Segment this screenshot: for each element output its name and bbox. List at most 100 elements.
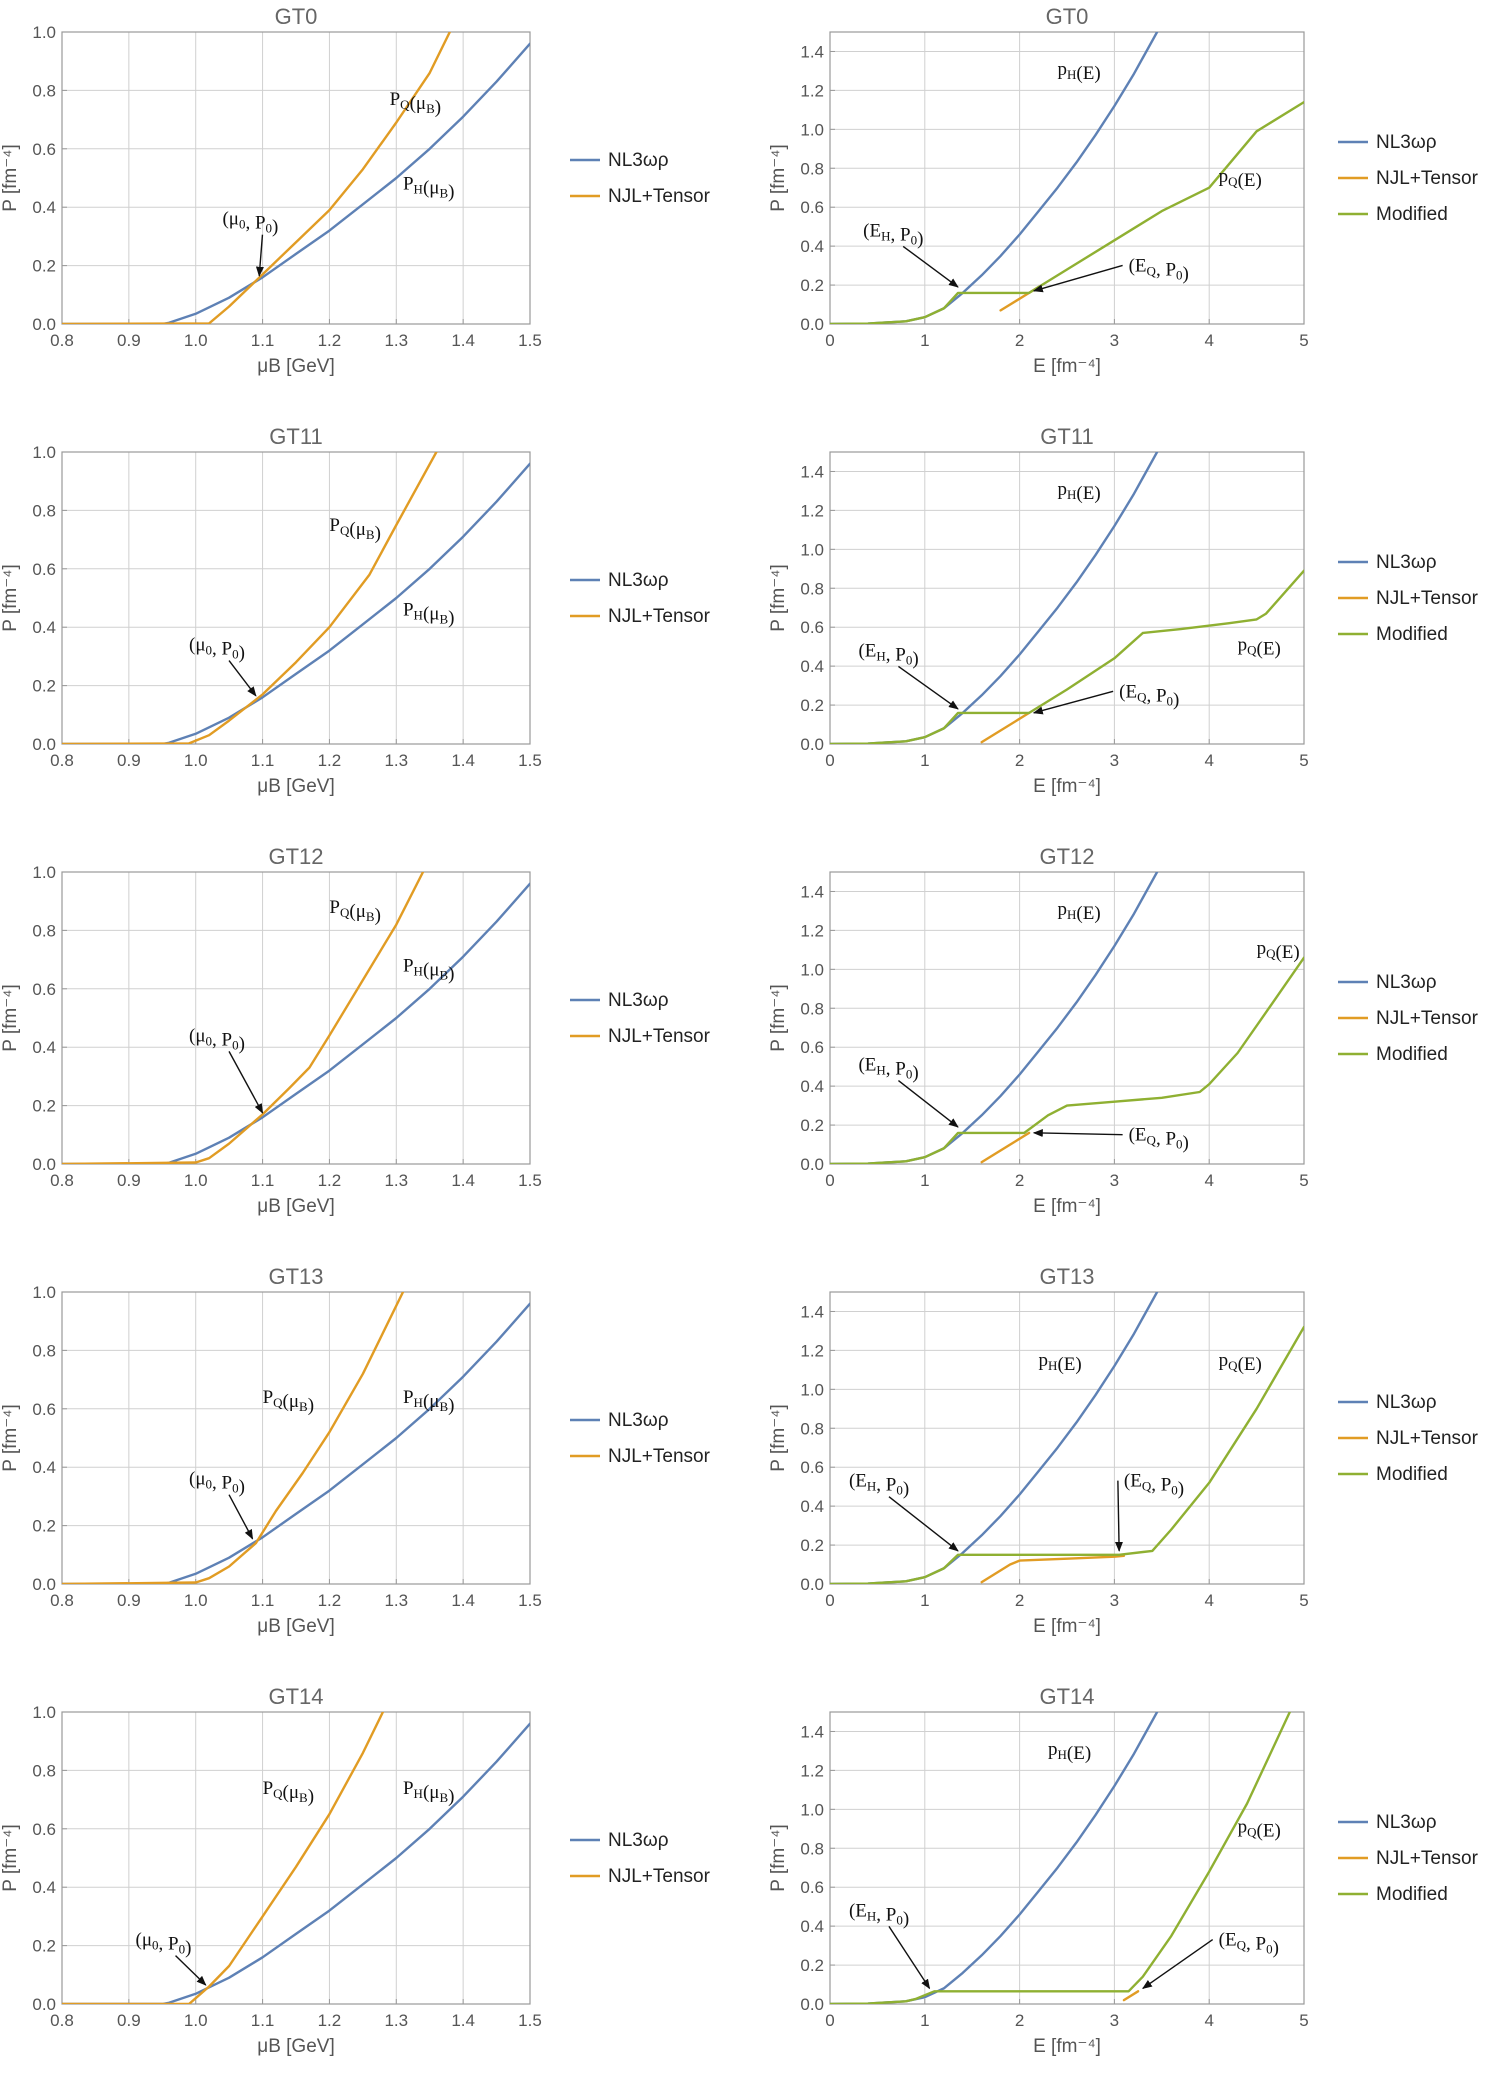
tick-label-x: 4	[1204, 2011, 1213, 2030]
chart-panel-GT11-P-E: GT11 0 1 2 3 4 5 0.0 0.2 0.4 0.6 0.8 1.0 1.2 1.4 E [fm⁻…	[768, 424, 1479, 797]
annotation-arrow	[1032, 690, 1114, 715]
tick-label-x: 1.4	[451, 751, 475, 770]
tick-label-y: 0.4	[32, 1458, 56, 1477]
annotation-label: PQ(μB)	[390, 89, 441, 118]
tick-label-x: 5	[1299, 1591, 1308, 1610]
tick-label-y: 1.4	[800, 882, 824, 901]
x-axis-label: μB [GeV]	[257, 776, 334, 797]
tick-label-y: 1.4	[800, 1302, 824, 1321]
tick-label-x: 1.4	[451, 2011, 475, 2030]
tick-label-y: 1.0	[800, 540, 824, 559]
tick-label-y: 0.8	[800, 999, 824, 1018]
x-axis-label: E [fm⁻⁴]	[1033, 1196, 1101, 1217]
annotation-label: PH(μB)	[403, 174, 454, 203]
series-line-Modified	[830, 1712, 1292, 2004]
y-axis-label: P [fm⁻⁴]	[0, 984, 21, 1051]
chart-panel-GT12-P-E: GT12 0 1 2 3 4 5 0.0 0.2 0.4 0.6 0.8 1.0 1.2 1.4 E [fm⁻…	[768, 844, 1479, 1217]
series-group	[62, 1292, 530, 1584]
tick-label-x: 3	[1110, 331, 1119, 350]
tick-label-x: 3	[1110, 1171, 1119, 1190]
tick-label-y: 1.4	[800, 1722, 824, 1741]
tick-label-x: 0	[825, 331, 834, 350]
legend-label: NJL+Tensor	[608, 1026, 711, 1047]
tick-label-x: 1.3	[384, 751, 408, 770]
tick-label-y: 0.8	[800, 1419, 824, 1438]
chart-title: GT13	[1039, 1264, 1094, 1289]
annotation-label: pQ(E)	[1219, 1350, 1262, 1375]
legend-label: Modified	[1376, 1884, 1448, 1905]
y-axis-label: P [fm⁻⁴]	[0, 144, 21, 211]
annotation-label: pH(E)	[1048, 1739, 1091, 1764]
tick-label-x: 0.8	[50, 1171, 74, 1190]
tick-label-x: 1.5	[518, 751, 542, 770]
tick-label-x: 5	[1299, 751, 1308, 770]
series-line-NL3ωρ	[830, 1712, 1159, 2004]
tick-label-x: 0.9	[117, 1171, 141, 1190]
annotation-label: (EH, P0)	[858, 640, 918, 669]
legend: NL3ωρ NJL+Tensor Modified	[1338, 1392, 1479, 1485]
tick-label-x: 1.3	[384, 1171, 408, 1190]
tick-label-x: 0	[825, 2011, 834, 2030]
tick-label-y: 0.6	[800, 1458, 824, 1477]
y-axis-label: P [fm⁻⁴]	[768, 564, 789, 631]
annotation-arrow	[228, 1494, 254, 1540]
tick-label-x: 3	[1110, 2011, 1119, 2030]
annotation-label: (μ0, P0)	[136, 1930, 192, 1959]
tick-label-x: 1.4	[451, 1591, 475, 1610]
tick-label-y: 0.0	[32, 315, 56, 334]
x-axis-label: E [fm⁻⁴]	[1033, 776, 1101, 797]
annotation-arrow	[228, 1051, 264, 1114]
tick-label-x: 1	[920, 2011, 929, 2030]
tick-label-y: 1.2	[800, 1341, 824, 1360]
legend: NL3ωρ NJL+Tensor	[570, 1830, 711, 1887]
chart-panel-GT13-P-mu: GT13 0.8 0.9 1.0 1.1 1.2 1.3 1.4 1.5 0.0 0.2 0.4 0.6…	[0, 1264, 711, 1637]
tick-label-x: 0.8	[50, 1591, 74, 1610]
tick-label-y: 0.4	[800, 1917, 824, 1936]
tick-label-x: 1.5	[518, 331, 542, 350]
annotation-label: PQ(μB)	[263, 1387, 314, 1416]
series-line-NL3ωρ	[62, 462, 530, 744]
tick-label-x: 1.2	[318, 2011, 342, 2030]
x-axis-label: E [fm⁻⁴]	[1033, 1616, 1101, 1637]
chart-title: GT0	[275, 4, 318, 29]
tick-label-y: 0.8	[800, 1839, 824, 1858]
tick-label-y: 0.8	[800, 579, 824, 598]
tick-label-x: 1.1	[251, 331, 275, 350]
y-axis-label: P [fm⁻⁴]	[768, 1824, 789, 1891]
annotation-arrow	[1114, 1480, 1123, 1552]
y-axis-label: P [fm⁻⁴]	[0, 1824, 21, 1891]
tick-label-x: 1	[920, 1171, 929, 1190]
series-line-NJL+Tensor	[980, 1131, 1031, 1164]
tick-label-y: 0.2	[800, 1956, 824, 1975]
series-group	[62, 872, 530, 1164]
annotation-label: (EQ, P0)	[1124, 1471, 1184, 1500]
chart-panel-GT0-P-E: GT0 0 1 2 3 4 5 0.0 0.2 0.4 0.6 0.8 1.0 1.2 1.4 E [fm⁻⁴…	[768, 4, 1479, 377]
legend-label: NJL+Tensor	[608, 1446, 711, 1467]
tick-label-y: 1.0	[32, 23, 56, 42]
series-line-Modified	[830, 1325, 1304, 1584]
y-axis-label: P [fm⁻⁴]	[768, 984, 789, 1051]
tick-label-y: 1.0	[800, 1380, 824, 1399]
annotation-label: (EQ, P0)	[1119, 681, 1179, 710]
tick-label-x: 1	[920, 751, 929, 770]
tick-label-y: 0.8	[32, 81, 56, 100]
legend-label: NJL+Tensor	[608, 606, 711, 627]
tick-label-y: 1.0	[32, 1283, 56, 1302]
tick-label-x: 1.4	[451, 331, 475, 350]
chart-panel-GT14-P-E: GT14 0 1 2 3 4 5 0.0 0.2 0.4 0.6 0.8 1.0 1.2 1.4 E [fm⁻…	[768, 1684, 1479, 2057]
tick-label-x: 0.9	[117, 2011, 141, 2030]
legend-label: NL3ωρ	[1376, 1812, 1437, 1833]
annotation-label: pQ(E)	[1238, 635, 1281, 660]
series-line-NJL+Tensor	[980, 1554, 1126, 1584]
series-line-NL3ωρ	[62, 882, 530, 1164]
tick-label-x: 4	[1204, 1171, 1213, 1190]
tick-label-x: 1	[920, 331, 929, 350]
legend-label: NJL+Tensor	[1376, 168, 1479, 189]
series-group	[830, 32, 1304, 324]
series-group	[62, 32, 530, 324]
tick-label-x: 0	[825, 1171, 834, 1190]
tick-label-y: 0.8	[32, 1761, 56, 1780]
tick-label-x: 1.4	[451, 1171, 475, 1190]
annotation-label: (EH, P0)	[863, 220, 923, 249]
tick-label-y: 0.4	[800, 657, 824, 676]
